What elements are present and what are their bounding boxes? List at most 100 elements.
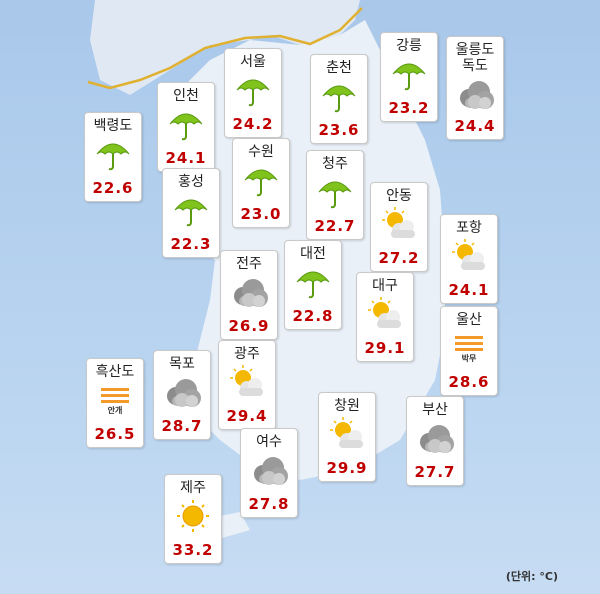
unit-label: (단위: °C) <box>505 570 558 583</box>
city-card: 수원 23.0 <box>232 138 290 228</box>
city-name: 제주 <box>180 480 206 496</box>
umbrella-handle <box>181 124 187 141</box>
city-card: 제주 33.2 <box>164 474 222 564</box>
weather-icon <box>322 85 356 113</box>
city-name: 강릉 <box>396 38 422 54</box>
cloud <box>254 457 288 485</box>
cloud <box>167 379 201 407</box>
city-card: 광주 29.4 <box>218 340 276 430</box>
weather-icon <box>167 379 201 407</box>
city-card: 부산 27.7 <box>406 396 464 486</box>
umbrella <box>169 113 203 125</box>
umbrella-handle <box>334 96 340 113</box>
temperature: 26.9 <box>228 317 270 335</box>
temperature: 29.4 <box>226 407 268 425</box>
cloud <box>377 310 401 328</box>
city-name: 인천 <box>173 88 199 104</box>
city-name: 광주 <box>234 346 260 362</box>
temperature: 24.4 <box>454 117 496 135</box>
weather-icon <box>234 279 268 307</box>
cloud <box>391 220 415 238</box>
weather-icon <box>382 207 415 238</box>
north-land <box>90 0 360 95</box>
city-card: 춘천 23.6 <box>310 54 368 144</box>
city-name: 부산 <box>422 402 448 418</box>
weather-icon <box>96 143 130 171</box>
city-card: 목포 28.7 <box>153 350 211 440</box>
city-card: 울릉도 독도 24.4 <box>446 36 504 140</box>
city-name: 홍성 <box>178 174 204 190</box>
temperature: 22.8 <box>292 307 334 325</box>
weather-icon <box>420 425 454 453</box>
fog-lines <box>455 336 483 351</box>
weather-icon <box>318 181 352 209</box>
weather-note: 박무 <box>461 354 477 363</box>
umbrella <box>244 169 278 181</box>
weather-icon <box>452 239 485 270</box>
city-name: 포항 <box>456 220 482 236</box>
weather-icon <box>101 388 129 403</box>
weather-icon <box>330 417 363 448</box>
umbrella-handle <box>108 154 114 171</box>
city-name: 춘천 <box>326 60 352 76</box>
city-name: 백령도 <box>93 118 133 134</box>
umbrella-handle <box>248 90 254 107</box>
city-card: 대구 29.1 <box>356 272 414 362</box>
cloud <box>234 279 268 307</box>
temperature: 24.1 <box>448 281 490 299</box>
city-card: 강릉 23.2 <box>380 32 438 122</box>
temperature: 27.8 <box>248 495 290 513</box>
umbrella-handle <box>186 210 192 227</box>
border-line <box>87 7 363 90</box>
temperature: 24.1 <box>165 149 207 167</box>
weather-icon <box>455 336 483 351</box>
umbrella <box>236 79 270 91</box>
weather-icon <box>230 365 263 396</box>
city-name: 흑산도 <box>95 364 135 380</box>
weather-icon <box>169 113 203 141</box>
sun-rays <box>177 500 209 532</box>
umbrella-handle <box>256 180 262 197</box>
weather-icon <box>368 297 401 328</box>
temperature: 22.7 <box>314 217 356 235</box>
umbrella-handle <box>330 192 336 209</box>
umbrella <box>296 271 330 283</box>
cloud <box>339 430 363 448</box>
sun-rays <box>368 297 391 311</box>
umbrella <box>174 199 208 211</box>
umbrella-handle <box>404 74 410 91</box>
sun-rays <box>452 239 475 253</box>
temperature: 26.5 <box>94 425 136 443</box>
city-name: 울산 <box>456 312 482 328</box>
city-name: 전주 <box>236 256 262 272</box>
fog-lines <box>101 388 129 403</box>
weather-icon <box>460 81 494 109</box>
temperature: 29.1 <box>364 339 406 357</box>
sun-rays <box>230 365 253 379</box>
temperature: 22.3 <box>170 235 212 253</box>
temperature: 24.2 <box>232 115 274 133</box>
cloud <box>461 252 485 270</box>
temperature: 23.6 <box>318 121 360 139</box>
city-name: 대전 <box>300 246 326 262</box>
umbrella <box>392 63 426 75</box>
city-card: 전주 26.9 <box>220 250 278 340</box>
temperature: 29.9 <box>326 459 368 477</box>
city-card: 여수 27.8 <box>240 428 298 518</box>
sun <box>182 505 204 527</box>
city-name: 창원 <box>334 398 360 414</box>
temperature: 22.6 <box>92 179 134 197</box>
weather-icon <box>296 271 330 299</box>
temperature: 27.2 <box>378 249 420 267</box>
city-card: 청주 22.7 <box>306 150 364 240</box>
city-name: 서울 <box>240 54 266 70</box>
cloud <box>239 378 263 396</box>
city-name: 수원 <box>248 144 274 160</box>
umbrella <box>322 85 356 97</box>
city-card: 흑산도 안개 26.5 <box>86 358 144 448</box>
cloud <box>420 425 454 453</box>
weather-icon <box>177 500 209 532</box>
sun-rays <box>382 207 405 221</box>
cloud <box>460 81 494 109</box>
city-card: 홍성 22.3 <box>162 168 220 258</box>
